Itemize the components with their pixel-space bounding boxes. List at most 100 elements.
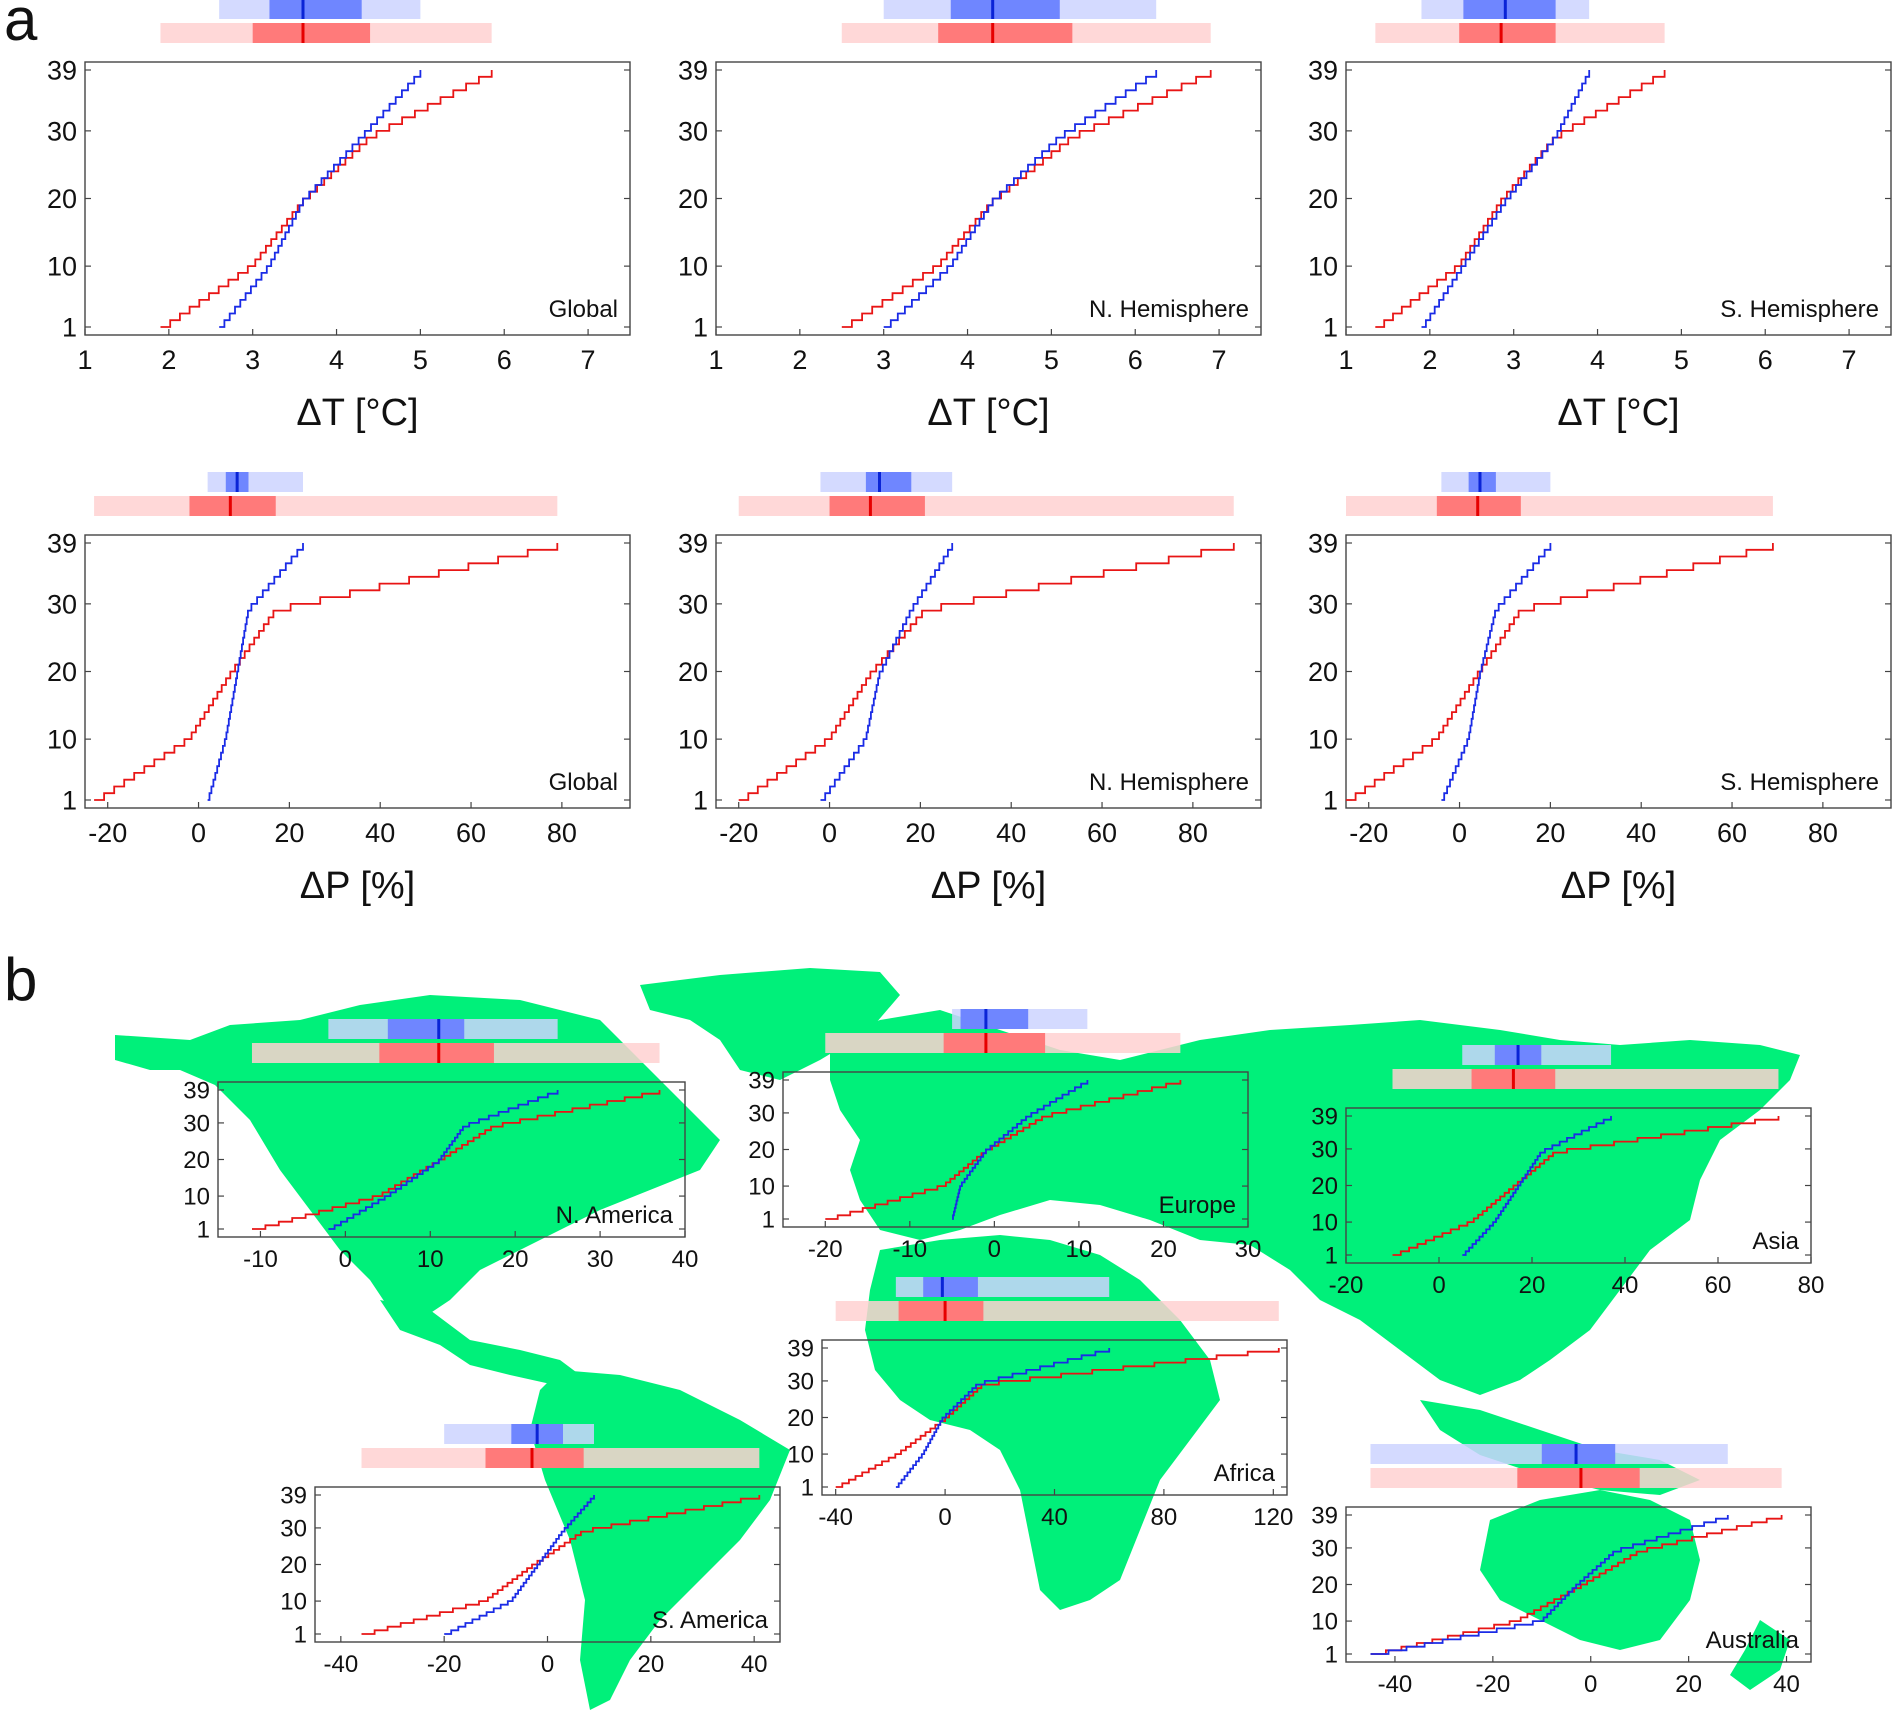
x-axis-label: ΔP [%]: [300, 865, 416, 907]
x-tick-label: 1: [1338, 345, 1353, 375]
y-tick-label: 10: [47, 252, 77, 282]
x-tick-label: 80: [1178, 818, 1208, 848]
x-tick-label: 40: [996, 818, 1026, 848]
x-tick-label: 5: [1044, 345, 1059, 375]
y-tick-label: 30: [678, 116, 708, 146]
red-full-range-bar: [94, 496, 558, 516]
y-tick-label: 20: [1311, 1173, 1338, 1200]
x-tick-label: -20: [1475, 1671, 1510, 1698]
y-tick-label: 20: [183, 1147, 210, 1174]
y-tick-label: 30: [280, 1515, 307, 1542]
y-tick-label: 10: [678, 725, 708, 755]
x-tick-label: 60: [1717, 818, 1747, 848]
x-tick-label: 4: [960, 345, 975, 375]
x-tick-label: 2: [1422, 345, 1437, 375]
region-label: N. Hemisphere: [1089, 769, 1249, 796]
blue-ecdf-line: [1421, 70, 1591, 328]
x-tick-label: 2: [161, 345, 176, 375]
x-tick-label: 40: [1041, 1504, 1068, 1531]
x-tick-label: 7: [1212, 345, 1227, 375]
red-median-mark: [437, 1043, 441, 1063]
blue-median-mark: [535, 1424, 539, 1444]
x-tick-label: 60: [1087, 818, 1117, 848]
land-north-america: [115, 995, 720, 1320]
red-ecdf-line: [94, 543, 559, 801]
x-tick-label: 0: [541, 1651, 554, 1678]
x-tick-label: -20: [427, 1651, 462, 1678]
y-tick-label: 39: [47, 55, 77, 85]
y-tick-label: 20: [47, 184, 77, 214]
x-tick-label: 0: [822, 818, 837, 848]
y-tick-label: 20: [1311, 1572, 1338, 1599]
x-tick-label: 0: [339, 1246, 352, 1273]
region-label: N. America: [556, 1202, 674, 1229]
red-median-mark: [301, 23, 305, 43]
y-tick-label: 20: [1308, 184, 1338, 214]
chart-temp-global: 1 10 20 30 39 1 2 3 4 5 6 7 Global ΔT [°C]: [47, 0, 631, 434]
blue-median-mark: [878, 472, 881, 492]
x-tick-label: 40: [1626, 818, 1656, 848]
chart-map-samerica: 1 10 20 30 39 -40 -20 0 20 40 S. America: [280, 1424, 781, 1678]
chart-precip-sh: 1 10 20 30 39 -20 0 20 40 60 80 S. Hemisphere ΔP [%]: [1308, 472, 1892, 907]
x-tick-label: -20: [1349, 818, 1388, 848]
x-tick-label: 7: [581, 345, 596, 375]
chart-map-asia: 1 10 20 30 39 -20 0 20 40 60 80 Asia: [1311, 1045, 1824, 1299]
red-ecdf-line: [1346, 543, 1774, 801]
x-tick-label: 0: [191, 818, 206, 848]
red-full-range-bar: [1346, 496, 1773, 516]
y-tick-label: 1: [62, 785, 77, 815]
y-tick-label: 10: [1311, 1209, 1338, 1236]
x-tick-label: -20: [1329, 1272, 1364, 1299]
y-tick-label: 1: [1325, 1641, 1338, 1668]
chart-map-australia: 1 10 20 30 39 -40 -20 0 20 40 Australia: [1311, 1444, 1812, 1698]
x-tick-label: 1: [77, 345, 92, 375]
y-tick-label: 10: [1311, 1608, 1338, 1635]
x-tick-label: 0: [1584, 1671, 1597, 1698]
x-tick-label: 20: [1675, 1671, 1702, 1698]
blue-ecdf-line: [207, 543, 304, 801]
x-tick-label: -40: [1378, 1671, 1413, 1698]
x-tick-label: 30: [1235, 1236, 1262, 1263]
x-axis-label: ΔT [°C]: [296, 392, 418, 434]
red-iqr-bar: [189, 496, 276, 516]
y-tick-label: 39: [748, 1067, 775, 1094]
region-label: Asia: [1752, 1228, 1799, 1255]
blue-ecdf-line: [328, 1090, 559, 1230]
red-median-mark: [228, 496, 232, 516]
region-label: S. America: [652, 1607, 769, 1634]
x-axis-label: ΔP [%]: [931, 865, 1047, 907]
x-tick-label: 0: [1452, 818, 1467, 848]
red-median-mark: [530, 1448, 534, 1468]
land-australia: [1480, 1490, 1700, 1650]
blue-iqr-bar: [960, 1009, 1029, 1029]
blue-iqr-bar: [1541, 1444, 1616, 1464]
red-median-mark: [1499, 23, 1503, 43]
y-tick-label: 39: [678, 55, 708, 85]
region-label: S. Hemisphere: [1720, 769, 1879, 796]
blue-full-range-bar: [207, 472, 303, 492]
blue-ecdf-line: [219, 70, 422, 328]
y-tick-label: 10: [678, 252, 708, 282]
x-tick-label: 4: [329, 345, 344, 375]
blue-ecdf-line: [444, 1495, 595, 1635]
axes-frame: [715, 61, 1262, 336]
blue-iqr-bar: [1463, 0, 1556, 19]
axes-frame: [1345, 61, 1892, 336]
red-iqr-bar: [252, 23, 371, 43]
x-tick-label: -10: [892, 1236, 927, 1263]
x-tick-label: -20: [88, 818, 127, 848]
y-tick-label: 1: [62, 312, 77, 342]
x-tick-label: 40: [672, 1246, 699, 1273]
red-ecdf-line: [361, 1495, 761, 1635]
red-ecdf-line: [1375, 70, 1666, 328]
chart-map-namerica: 1 10 20 30 39 -10 0 10 20 30 40 N. America: [183, 1019, 698, 1273]
blue-ecdf-line: [895, 1348, 1111, 1488]
land-greenland: [640, 968, 900, 1080]
blue-median-mark: [1574, 1444, 1578, 1464]
y-tick-label: 30: [678, 589, 708, 619]
blue-ecdf-line: [820, 543, 954, 801]
y-tick-label: 20: [787, 1405, 814, 1432]
